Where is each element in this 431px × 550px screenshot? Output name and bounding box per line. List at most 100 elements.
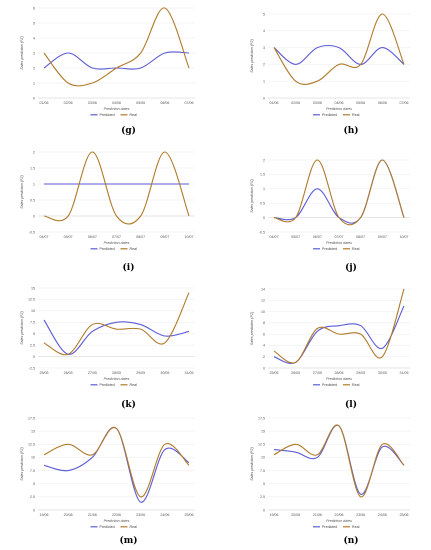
y-tick-label: 2 bbox=[33, 66, 35, 70]
y-axis-title: Sales prediction (PZ) bbox=[250, 179, 254, 213]
y-axis-title: Sales prediction (PZ) bbox=[250, 447, 254, 481]
x-tick-label: 04/06 bbox=[112, 101, 121, 105]
x-tick-label: 09/07 bbox=[378, 235, 387, 239]
x-tick-label: 01/06 bbox=[270, 101, 279, 105]
legend-label-predicted: Predicted bbox=[100, 383, 115, 387]
y-tick-label: 14 bbox=[261, 287, 265, 291]
y-tick-label: 1 bbox=[33, 81, 35, 85]
series-line-real bbox=[43, 292, 190, 356]
series-line-real bbox=[273, 159, 405, 226]
x-tick-label: 05/07 bbox=[64, 235, 73, 239]
x-tick-label: 20/06 bbox=[64, 513, 73, 517]
x-tick-label: 30/05 bbox=[378, 371, 387, 375]
x-tick-label: 28/05 bbox=[112, 371, 121, 375]
panel-caption: (m) bbox=[119, 535, 137, 546]
y-tick-label: -2.5 bbox=[29, 366, 35, 370]
x-tick-label: 30/05 bbox=[160, 371, 169, 375]
y-tick-label: 7.5 bbox=[30, 469, 35, 473]
x-tick-label: 07/07 bbox=[112, 235, 121, 239]
x-tick-label: 21/06 bbox=[313, 513, 322, 517]
y-tick-label: 1.5 bbox=[30, 166, 35, 170]
legend-label-real: Real bbox=[352, 113, 360, 117]
x-tick-label: 09/07 bbox=[160, 235, 169, 239]
chart-panel-h: 0 1 2 3 4 5 01/06 02/06 03/06 04/06 05/06 06/06 07/0… bbox=[250, 12, 410, 136]
y-tick-label: 17.5 bbox=[28, 416, 35, 420]
panel-caption: (j) bbox=[345, 262, 357, 273]
x-axis-title: Prediction dates bbox=[104, 519, 130, 523]
panel-caption: (g) bbox=[121, 125, 136, 136]
y-tick-label: 5 bbox=[33, 332, 35, 336]
x-tick-label: 25/06 bbox=[400, 513, 409, 517]
x-tick-label: 03/06 bbox=[313, 101, 322, 105]
x-tick-label: 21/06 bbox=[88, 513, 97, 517]
legend-label-predicted: Predicted bbox=[322, 247, 337, 251]
y-tick-label: 3 bbox=[33, 51, 35, 55]
y-tick-label: 12.5 bbox=[28, 443, 35, 447]
legend-label-predicted: Predicted bbox=[322, 525, 337, 529]
y-tick-label: 2 bbox=[33, 150, 35, 154]
x-tick-label: 07/07 bbox=[335, 235, 344, 239]
x-tick-label: 10/07 bbox=[400, 235, 409, 239]
legend-label-real: Real bbox=[130, 247, 138, 251]
x-tick-label: 05/06 bbox=[136, 101, 145, 105]
x-tick-label: 26/05 bbox=[291, 371, 300, 375]
series-line-real bbox=[43, 7, 190, 87]
x-tick-label: 20/06 bbox=[291, 513, 300, 517]
y-tick-label: 10 bbox=[261, 456, 265, 460]
x-axis-title: Prediction dates bbox=[104, 107, 130, 111]
legend-label-real: Real bbox=[130, 113, 138, 117]
x-tick-label: 29/05 bbox=[356, 371, 365, 375]
y-axis-title: Sales prediction (PZ) bbox=[250, 312, 254, 346]
y-tick-label: 0 bbox=[33, 96, 35, 100]
y-tick-label: 0 bbox=[263, 216, 265, 220]
x-axis-title: Prediction dates bbox=[326, 377, 352, 381]
y-tick-label: 4 bbox=[263, 344, 265, 348]
x-tick-label: 22/06 bbox=[112, 513, 121, 517]
series-line-predicted bbox=[273, 159, 405, 224]
x-tick-label: 29/05 bbox=[136, 371, 145, 375]
x-tick-label: 22/06 bbox=[335, 513, 344, 517]
y-tick-label: -0.5 bbox=[29, 230, 35, 234]
y-tick-label: 10 bbox=[31, 309, 35, 313]
y-tick-label: 5 bbox=[33, 482, 35, 486]
x-tick-label: 06/07 bbox=[313, 235, 322, 239]
chart-panel-k: -2.5 0 2.5 5 7.5 10 12.5 15 25/05 26/05 27/05 28/05… bbox=[20, 286, 195, 410]
chart-panel-l: 0 2 4 6 8 10 12 14 25/05 26/05 27/05 28/05 29/05 30/0… bbox=[250, 287, 410, 410]
x-tick-label: 26/05 bbox=[64, 371, 73, 375]
series-line-predicted bbox=[273, 44, 405, 65]
y-tick-label: 2.5 bbox=[260, 495, 265, 499]
legend-label-predicted: Predicted bbox=[100, 113, 115, 117]
y-tick-label: 0 bbox=[263, 96, 265, 100]
y-tick-label: 7.5 bbox=[260, 469, 265, 473]
y-tick-label: 4 bbox=[33, 36, 35, 40]
x-tick-label: 07/06 bbox=[185, 101, 194, 105]
x-tick-label: 08/07 bbox=[356, 235, 365, 239]
x-tick-label: 19/06 bbox=[40, 513, 49, 517]
y-axis-title: Sales prediction (PZ) bbox=[250, 39, 254, 73]
y-tick-label: 0 bbox=[263, 366, 265, 370]
y-tick-label: 2.5 bbox=[30, 343, 35, 347]
y-tick-label: 1 bbox=[263, 80, 265, 84]
y-tick-label: 5 bbox=[33, 21, 35, 25]
x-tick-label: 23/06 bbox=[356, 513, 365, 517]
chart-panel-n: 0 2.5 5 7.5 10 12.5 15 17.5 19/06 20/06 21/06 22/06… bbox=[250, 416, 410, 546]
legend-label-real: Real bbox=[352, 525, 360, 529]
y-tick-label: 8 bbox=[263, 321, 265, 325]
y-tick-label: 1 bbox=[263, 187, 265, 191]
x-tick-label: 06/06 bbox=[160, 101, 169, 105]
chart-panel-j: -0.5 0 0.5 1 1.5 2 04/07 05/07 06/07 07/07 08/07 09… bbox=[250, 158, 410, 273]
x-tick-label: 04/07 bbox=[40, 235, 49, 239]
series-line-real bbox=[273, 424, 405, 498]
panel-caption: (l) bbox=[345, 399, 357, 410]
y-tick-label: 0.5 bbox=[260, 202, 265, 206]
y-tick-label: 12 bbox=[261, 299, 265, 303]
y-tick-label: 2 bbox=[263, 355, 265, 359]
y-axis-title: Sales prediction (PZ) bbox=[20, 175, 24, 209]
series-line-real bbox=[43, 151, 190, 225]
panel-caption: (h) bbox=[343, 125, 358, 136]
x-tick-label: 10/07 bbox=[185, 235, 194, 239]
panel-caption: (i) bbox=[123, 262, 135, 273]
y-tick-label: 17.5 bbox=[258, 416, 265, 420]
series-line-real bbox=[43, 426, 190, 498]
